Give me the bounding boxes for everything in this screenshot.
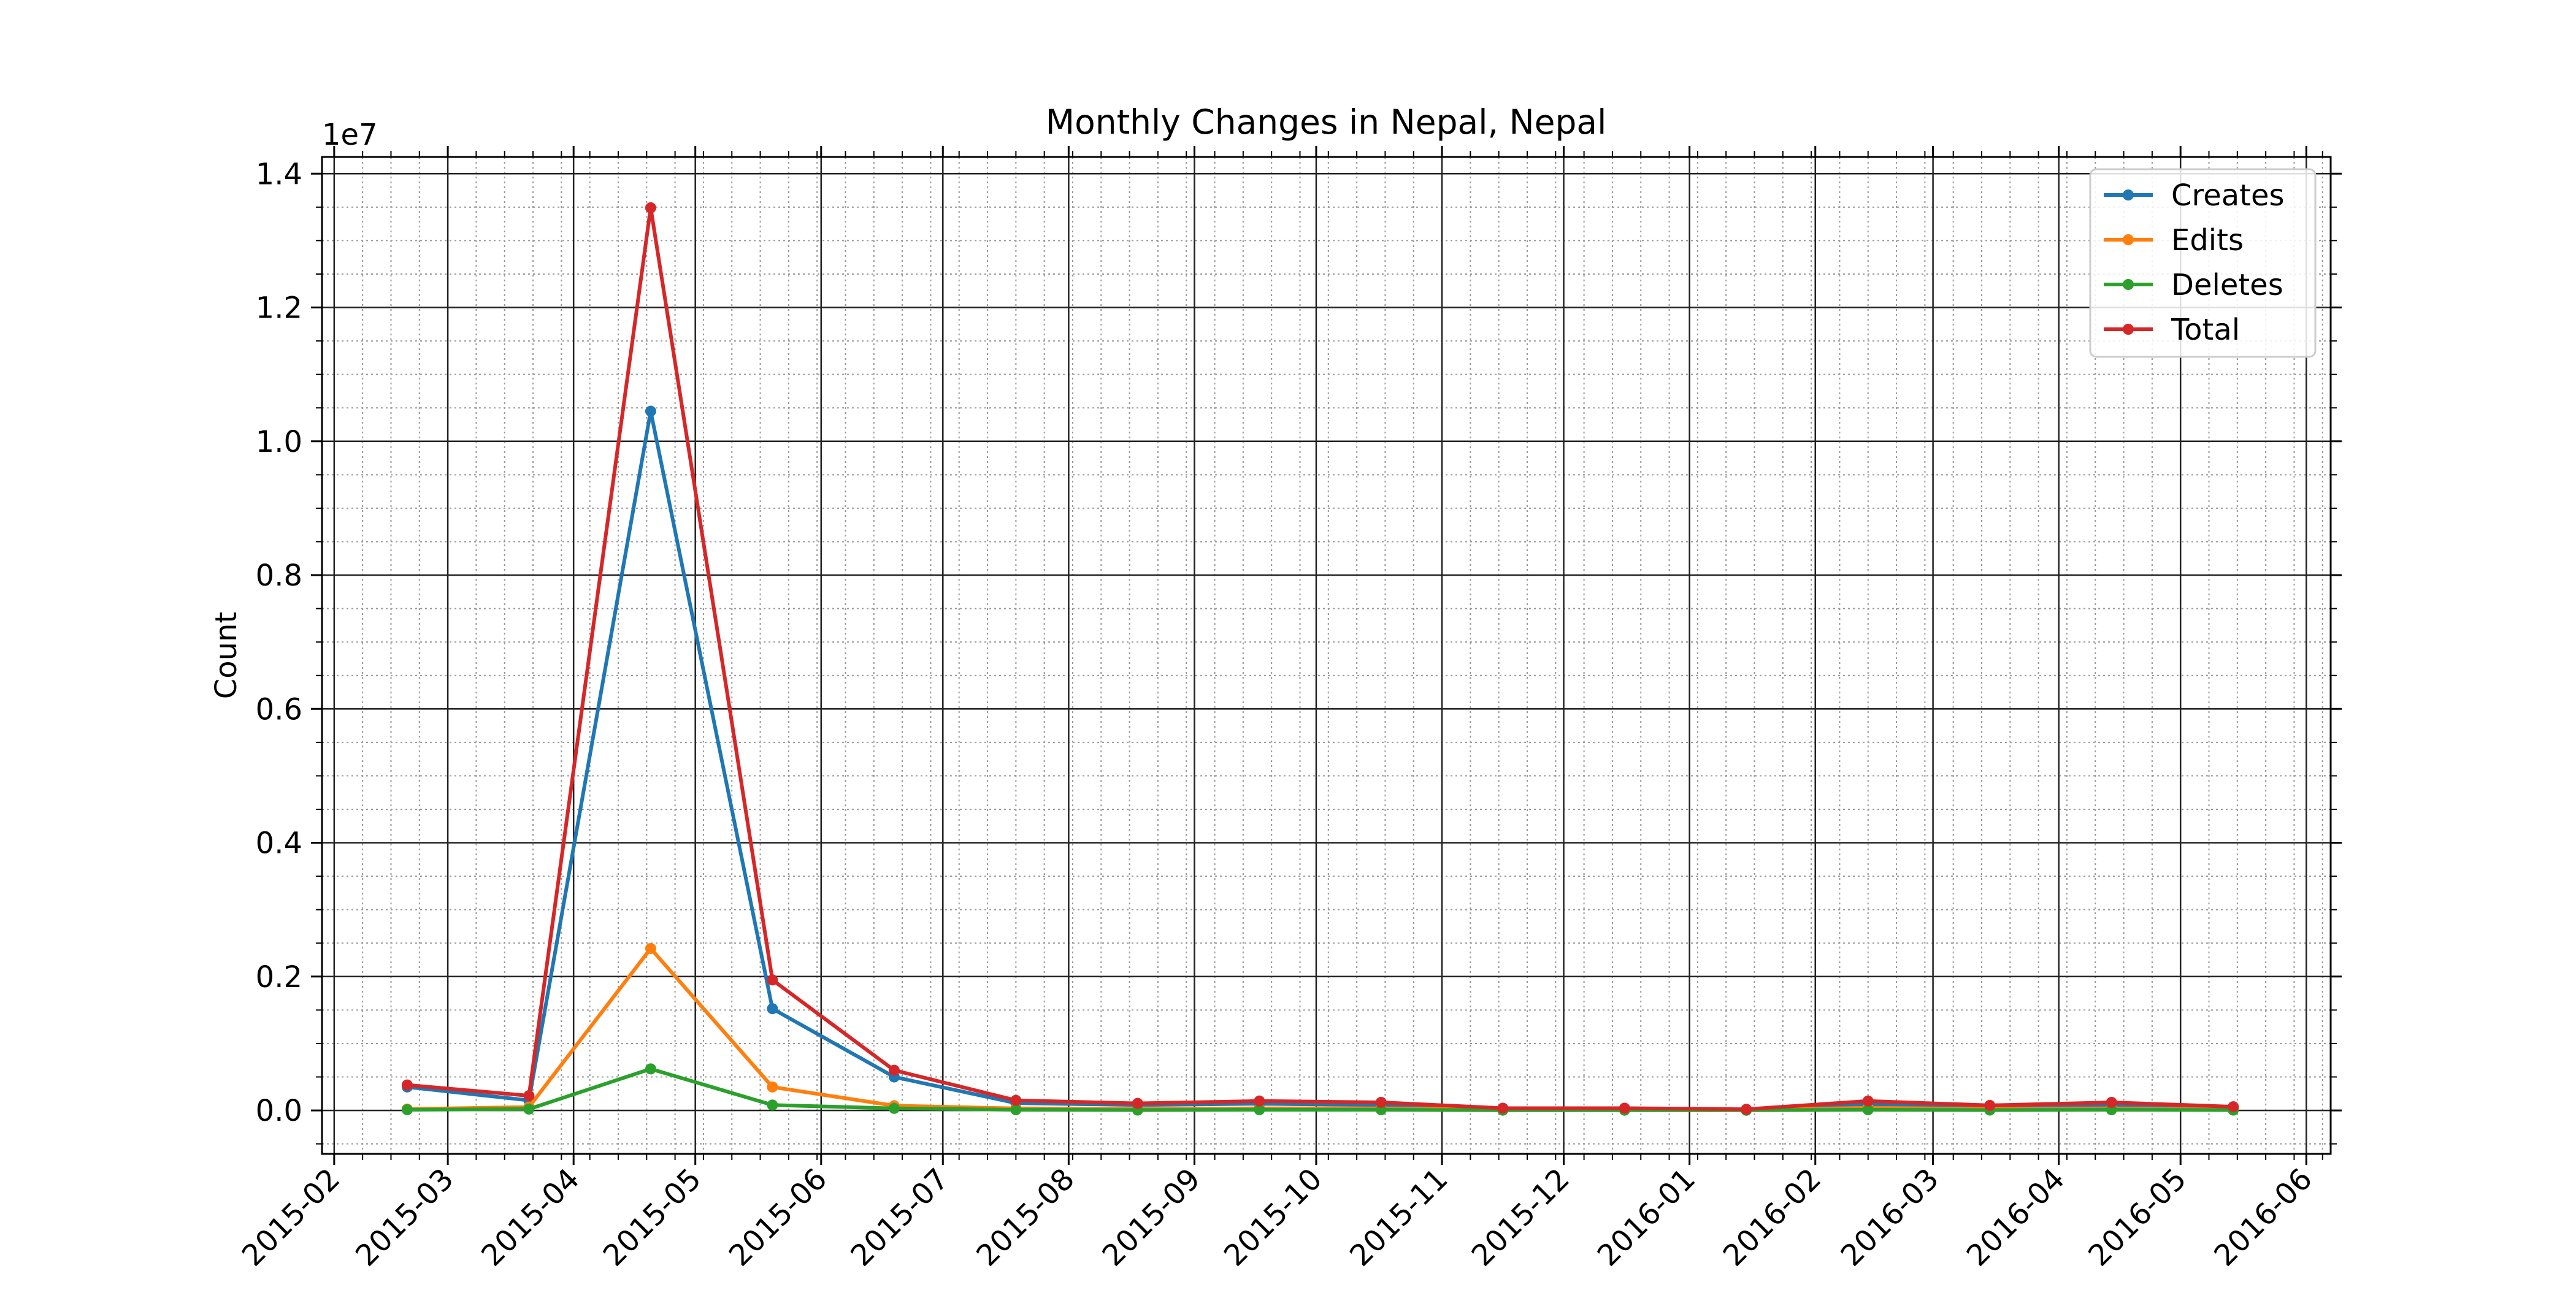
legend-swatch-marker: [2123, 189, 2134, 200]
y-tick-label: 1.2: [256, 291, 302, 326]
legend-frame: [2089, 168, 2317, 358]
legend-swatch-marker: [2123, 279, 2134, 290]
data-point: [523, 1103, 535, 1115]
legend-label: Deletes: [2171, 268, 2283, 302]
data-point: [888, 1102, 900, 1114]
series-line-creates: [407, 409, 2234, 1112]
data-point: [1862, 1095, 1874, 1107]
legend-label: Creates: [2171, 178, 2285, 213]
y-tick-label: 0.2: [256, 960, 302, 994]
y-tick-label: 1.4: [256, 157, 302, 191]
data-point: [1497, 1102, 1509, 1114]
data-point: [1984, 1099, 1996, 1111]
y-tick-label: 0.6: [256, 692, 302, 727]
data-point: [645, 405, 656, 417]
data-point: [767, 1081, 778, 1093]
y-tick-label: 0.0: [256, 1094, 302, 1128]
data-point: [645, 202, 656, 213]
legend-swatch-marker: [2123, 234, 2134, 245]
data-point: [523, 1090, 535, 1102]
data-point: [767, 1003, 778, 1015]
chart-title: Monthly Changes in Nepal, Nepal: [1046, 102, 1607, 142]
plot-frame: [321, 156, 2332, 1155]
data-point: [1741, 1104, 1752, 1115]
data-point: [1010, 1094, 1022, 1106]
data-point: [767, 1099, 778, 1111]
series-line-total: [407, 205, 2234, 1112]
data-point: [2106, 1096, 2117, 1108]
y-tick-label: 1.0: [256, 425, 302, 459]
data-point: [767, 974, 778, 986]
data-point: [645, 942, 656, 954]
data-point: [645, 1063, 656, 1075]
data-point: [1862, 1104, 1874, 1115]
legend-label: Total: [2171, 313, 2240, 347]
legend-label: Edits: [2171, 223, 2244, 258]
data-point: [401, 1079, 413, 1091]
data-point: [2228, 1101, 2239, 1113]
data-point: [1010, 1104, 1022, 1115]
data-point: [1619, 1102, 1630, 1114]
data-point: [1132, 1097, 1143, 1109]
data-point: [401, 1104, 413, 1115]
data-point: [1254, 1095, 1265, 1107]
data-point: [1375, 1096, 1387, 1108]
y-tick-label: 0.4: [256, 826, 302, 861]
data-point: [888, 1064, 900, 1076]
legend-swatch-marker: [2123, 324, 2134, 335]
data-point: [1254, 1104, 1265, 1115]
legend: Creates Edits Deletes Total: [2089, 168, 2317, 358]
y-tick-label: 0.8: [256, 559, 302, 593]
y-axis-label: Count: [209, 612, 243, 700]
series-line-deletes: [407, 1067, 2234, 1112]
y-axis-offset-label: 1e7: [322, 118, 378, 152]
